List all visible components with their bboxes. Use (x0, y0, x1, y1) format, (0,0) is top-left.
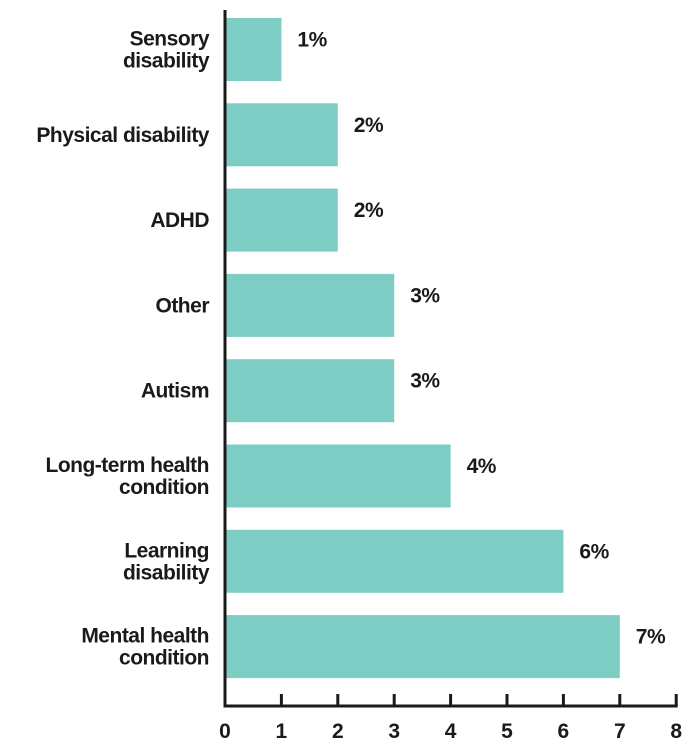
category-label-adhd: ADHD (150, 209, 209, 232)
value-label-adhd: 2% (354, 199, 384, 222)
category-label-mental-health-condition: Mental health condition (81, 625, 209, 670)
bar-long-term-health-condition (225, 444, 451, 508)
x-tick-label-7: 7 (614, 720, 626, 743)
bar-sensory-disability (225, 18, 282, 81)
category-label-sensory-disability: Sensory disability (123, 28, 210, 73)
bar-other (225, 273, 395, 337)
x-tick-label-3: 3 (388, 720, 400, 743)
bar-autism (225, 359, 395, 423)
x-tick-label-2: 2 (332, 720, 344, 743)
value-label-physical-disability: 2% (354, 114, 384, 137)
category-label-physical-disability: Physical disability (36, 124, 209, 147)
value-label-sensory-disability: 1% (297, 29, 327, 52)
category-label-autism: Autism (141, 380, 209, 403)
bar-adhd (225, 188, 338, 252)
category-labels-group: Sensory disability Physical disability ADHD… (36, 28, 210, 670)
value-label-long-term-health-condition: 4% (467, 455, 497, 478)
category-label-learning-disability: Learning disability (123, 539, 210, 584)
category-label-long-term-health-condition: Long-term health condition (46, 454, 210, 499)
x-tick-label-4: 4 (445, 720, 457, 743)
category-label-other: Other (155, 294, 209, 317)
x-tick-label-8: 8 (670, 720, 682, 743)
bars-group (225, 18, 620, 679)
value-labels-group: 1% 2% 2% 3% 3% 4% 6% 7% (297, 29, 666, 649)
value-label-mental-health-condition: 7% (636, 626, 666, 649)
bar-learning-disability (225, 529, 564, 593)
x-tick-label-0: 0 (219, 720, 231, 743)
bar-physical-disability (225, 103, 338, 167)
x-tick-label-6: 6 (558, 720, 570, 743)
x-tick-label-1: 1 (276, 720, 288, 743)
value-label-autism: 3% (410, 370, 440, 393)
x-tick-label-5: 5 (501, 720, 513, 743)
x-ticks-group: 0 1 2 3 4 5 6 7 8 (219, 694, 682, 743)
value-label-learning-disability: 6% (579, 540, 609, 563)
bar-mental-health-condition (225, 615, 620, 679)
value-label-other: 3% (410, 284, 440, 307)
